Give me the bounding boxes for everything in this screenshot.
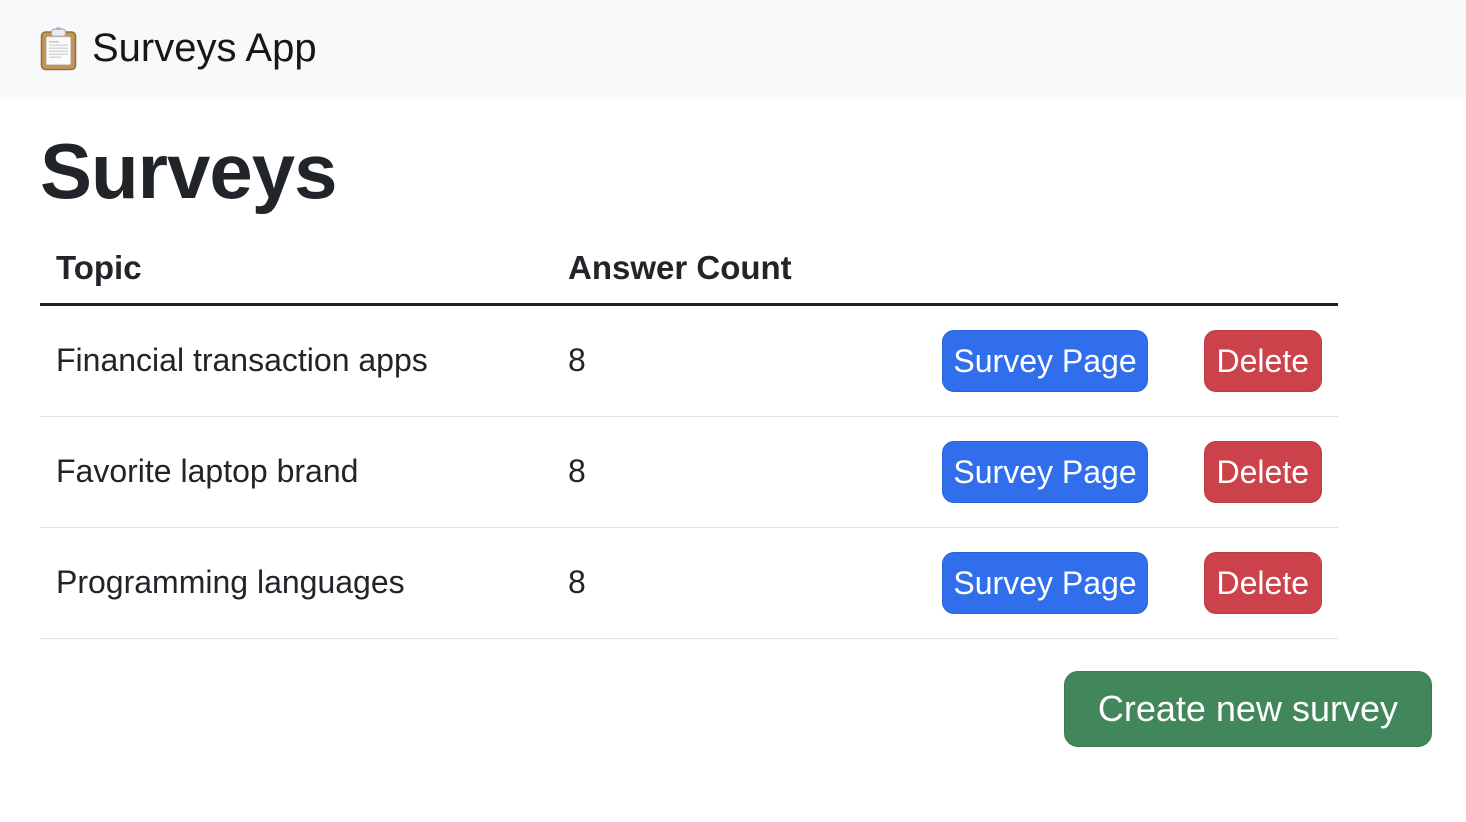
- actions-row: Create new survey: [40, 670, 1432, 747]
- main-content: Surveys Topic Answer Count Financial tra…: [0, 127, 1432, 747]
- create-new-survey-button[interactable]: Create new survey: [1063, 670, 1432, 747]
- survey-topic: Favorite laptop brand: [40, 416, 552, 528]
- delete-button[interactable]: Delete: [1203, 551, 1322, 614]
- table-row: Programming languages 8 Survey Page Delete: [40, 527, 1338, 639]
- table-header-answer-count: Answer Count: [552, 232, 920, 306]
- table-header-row: Topic Answer Count: [40, 232, 1338, 306]
- survey-answer-count: 8: [552, 304, 920, 417]
- delete-button[interactable]: Delete: [1203, 329, 1322, 392]
- survey-page-button[interactable]: Survey Page: [942, 329, 1148, 392]
- clipboard-icon: [40, 26, 77, 71]
- survey-page-button[interactable]: Survey Page: [942, 551, 1148, 614]
- survey-topic: Financial transaction apps: [40, 304, 552, 417]
- surveys-table-body: Financial transaction apps 8 Survey Page De…: [40, 304, 1338, 639]
- surveys-table: Topic Answer Count Financial transaction…: [40, 232, 1338, 639]
- navbar-brand[interactable]: Surveys App: [40, 26, 317, 71]
- page-title: Surveys: [40, 127, 338, 215]
- delete-button[interactable]: Delete: [1203, 440, 1322, 503]
- table-row: Favorite laptop brand 8 Survey Page Delete: [40, 416, 1338, 528]
- survey-answer-count: 8: [552, 527, 920, 639]
- navbar: Surveys App: [0, 0, 1466, 97]
- table-header-survey-page-actions: [920, 232, 1170, 306]
- table-header-delete-actions: [1170, 232, 1338, 306]
- survey-answer-count: 8: [552, 416, 920, 528]
- table-header-topic: Topic: [40, 232, 552, 306]
- navbar-brand-label: Surveys App: [92, 26, 317, 70]
- survey-topic: Programming languages: [40, 527, 552, 639]
- survey-page-button[interactable]: Survey Page: [942, 440, 1148, 503]
- table-row: Financial transaction apps 8 Survey Page De…: [40, 304, 1338, 417]
